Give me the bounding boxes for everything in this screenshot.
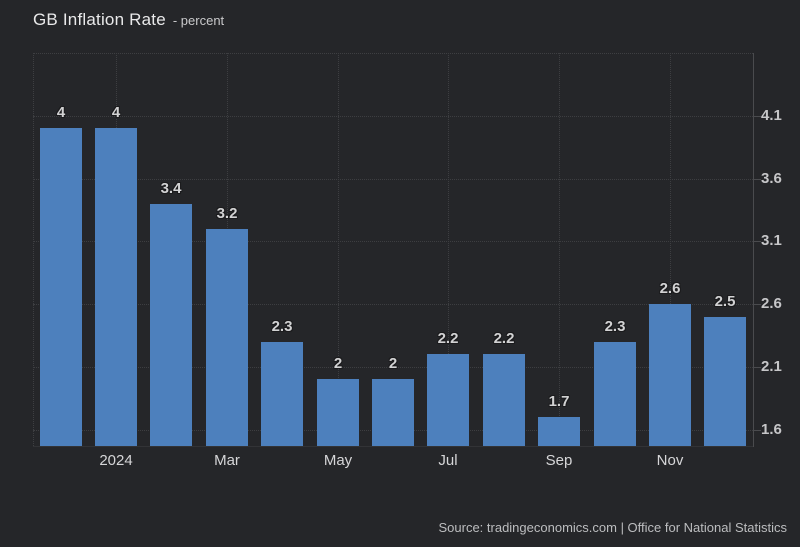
x-axis-tick-label: May (323, 452, 353, 469)
y-gridline (33, 367, 753, 368)
y-axis-tick (753, 430, 761, 431)
y-axis-tick (753, 241, 761, 242)
bar-value-label: 2.3 (604, 318, 626, 335)
y-axis-tick (753, 179, 761, 180)
bar[interactable] (538, 417, 580, 446)
y-gridline (33, 241, 753, 242)
chart-subtitle: - percent (172, 13, 225, 28)
y-gridline (33, 304, 753, 305)
bar-value-label: 2.3 (271, 318, 293, 335)
x-axis-tick-label: Nov (656, 452, 684, 469)
source-attribution: Source: tradingeconomics.com | Office fo… (438, 520, 787, 535)
x-gridline (338, 53, 339, 446)
bar[interactable] (150, 204, 192, 446)
plot-area (33, 53, 753, 446)
chart-title: GB Inflation Rate (33, 10, 166, 29)
bottom-axis-line (33, 446, 753, 447)
x-gridline (448, 53, 449, 446)
bar[interactable] (95, 128, 137, 446)
bar-value-label: 2.2 (437, 330, 459, 347)
bar[interactable] (427, 354, 469, 446)
chart-header: GB Inflation Rate - percent (33, 10, 224, 30)
y-axis-tick-label: 1.6 (761, 421, 782, 438)
y-axis-tick-label: 3.6 (761, 170, 782, 187)
x-axis-tick-label: Mar (214, 452, 240, 469)
bar[interactable] (317, 379, 359, 446)
bar-value-label: 2 (388, 355, 398, 372)
x-gridline (670, 53, 671, 446)
y-axis-tick-label: 2.6 (761, 295, 782, 312)
bar-value-label: 1.7 (548, 393, 570, 410)
y-gridline (33, 179, 753, 180)
y-axis-tick-label: 2.1 (761, 358, 782, 375)
y-axis-tick-label: 4.1 (761, 107, 782, 124)
bar-value-label: 2.2 (493, 330, 515, 347)
bar-value-label: 4 (56, 104, 66, 121)
bar[interactable] (261, 342, 303, 446)
y-axis-tick (753, 116, 761, 117)
bar-value-label: 3.2 (216, 205, 238, 222)
bar[interactable] (704, 317, 746, 446)
bar-value-label: 2 (333, 355, 343, 372)
bar[interactable] (594, 342, 636, 446)
x-axis-tick-label: 2024 (99, 452, 133, 469)
y-axis-tick-label: 3.1 (761, 232, 782, 249)
y-axis-tick (753, 367, 761, 368)
x-axis-tick-label: Sep (545, 452, 573, 469)
bar[interactable] (206, 229, 248, 446)
bar[interactable] (483, 354, 525, 446)
bar-value-label: 2.6 (659, 280, 681, 297)
bar[interactable] (372, 379, 414, 446)
y-gridline (33, 116, 753, 117)
bar-value-label: 2.5 (714, 293, 736, 310)
bar-value-label: 4 (111, 104, 121, 121)
right-axis-line (753, 53, 754, 447)
y-axis-tick (753, 304, 761, 305)
bar[interactable] (649, 304, 691, 446)
x-gridline (559, 53, 560, 446)
bar-value-label: 3.4 (160, 180, 182, 197)
x-axis-tick-label: Jul (438, 452, 458, 469)
bar[interactable] (40, 128, 82, 446)
